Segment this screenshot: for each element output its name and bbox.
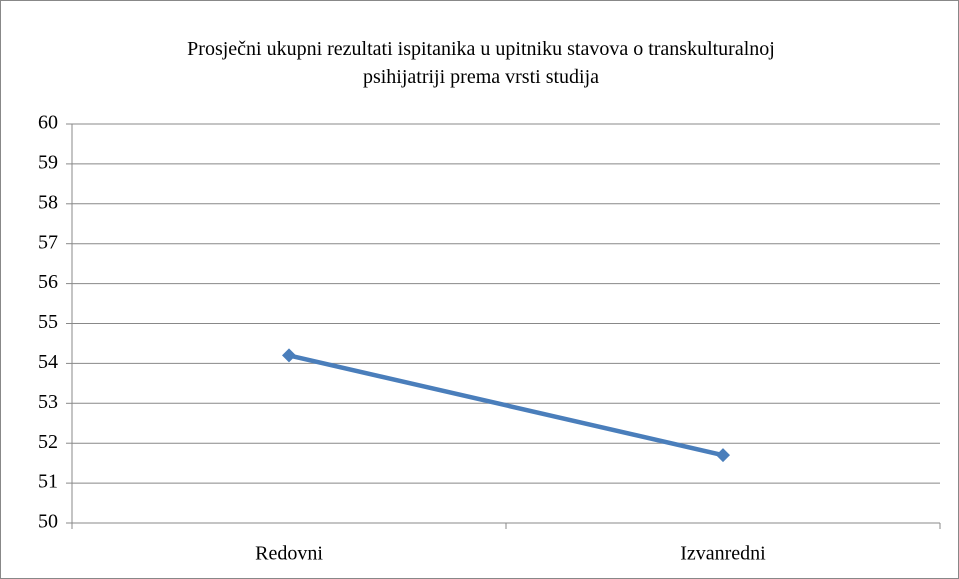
y-tick-label: 51: [38, 471, 58, 493]
data-line: [288, 353, 724, 458]
y-tick-label: 54: [38, 351, 58, 373]
data-point: [716, 448, 730, 463]
y-tick-label: 60: [38, 112, 58, 134]
y-tick-label: 56: [38, 271, 58, 293]
x-tick-label: Izvanredni: [680, 543, 766, 565]
y-tick-label: 52: [38, 431, 58, 453]
y-tick-label: 57: [38, 231, 58, 253]
y-tick-label: 58: [38, 191, 58, 213]
y-tick-label: 53: [38, 391, 58, 413]
y-tick-label: 59: [38, 151, 58, 173]
x-tick-label: Redovni: [255, 543, 323, 565]
y-tick-label: 55: [38, 311, 58, 333]
chart-title: Prosječni ukupni rezultati ispitanika u …: [187, 38, 775, 88]
y-tick-label: 50: [38, 511, 58, 533]
data-point: [282, 348, 296, 363]
